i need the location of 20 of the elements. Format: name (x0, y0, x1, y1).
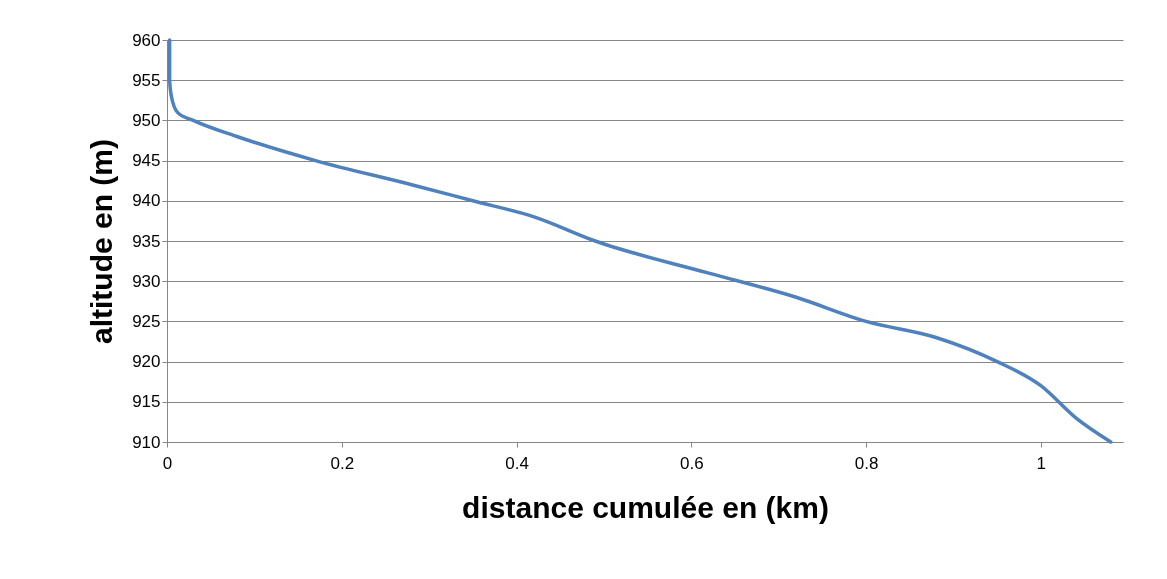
y-tick-label: 930 (132, 271, 161, 291)
x-tick-label: 0 (162, 453, 173, 473)
x-tick-label: 0.4 (505, 453, 529, 473)
line-series (167, 38, 1113, 444)
x-tick-label: 0.6 (679, 453, 704, 473)
y-tick-label: 910 (132, 432, 161, 452)
y-tick-label: 935 (132, 231, 161, 251)
y-axis-title: altitude en (m) (85, 138, 119, 345)
x-tick-label: 0.8 (854, 453, 879, 473)
y-tick-label: 955 (132, 70, 161, 90)
y-tick-label: 920 (132, 352, 161, 372)
y-tick-label: 950 (132, 110, 161, 130)
y-tick-label: 925 (132, 311, 161, 331)
y-tick-label: 945 (132, 151, 161, 171)
y-tick-label: 960 (132, 30, 161, 50)
y-tick-label: 915 (132, 392, 161, 412)
x-tick-label: 0.2 (330, 453, 355, 473)
x-tick-label: 1 (1036, 453, 1047, 473)
y-tick-label: 940 (132, 191, 161, 211)
x-axis-title: distance cumulée en (km) (462, 490, 829, 524)
